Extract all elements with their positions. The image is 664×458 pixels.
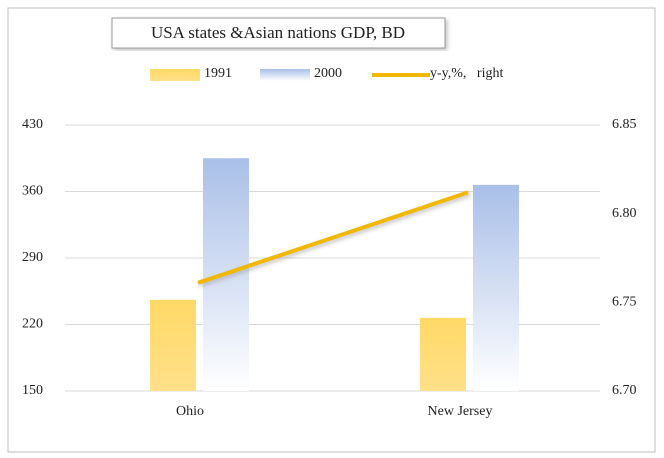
- chart-title: USA states &Asian nations GDP, BD: [151, 23, 405, 42]
- y-tick-label: 290: [22, 250, 43, 265]
- y-tick-label: 150: [22, 383, 43, 398]
- bar: [420, 317, 466, 391]
- y2-tick-label: 6.70: [612, 383, 637, 398]
- chart-frame: [7, 7, 656, 453]
- x-tick-label: Ohio: [176, 404, 204, 419]
- legend-label: 2000: [314, 66, 342, 81]
- legend-swatch: [260, 69, 310, 81]
- y2-tick-label: 6.80: [612, 206, 637, 221]
- legend-swatch: [150, 69, 200, 81]
- y-tick-label: 220: [22, 317, 43, 332]
- legend-label: 1991: [204, 66, 232, 81]
- x-tick-label: New Jersey: [428, 404, 493, 419]
- bar: [150, 299, 196, 391]
- y2-tick-label: 6.75: [612, 295, 637, 310]
- y-tick-label: 430: [22, 117, 43, 132]
- y-tick-label: 360: [22, 184, 43, 199]
- y2-tick-label: 6.85: [612, 117, 637, 132]
- title-box: [111, 17, 446, 49]
- line-series: [197, 190, 469, 285]
- legend-label: y-y,%, right: [430, 66, 503, 81]
- bar: [473, 184, 519, 391]
